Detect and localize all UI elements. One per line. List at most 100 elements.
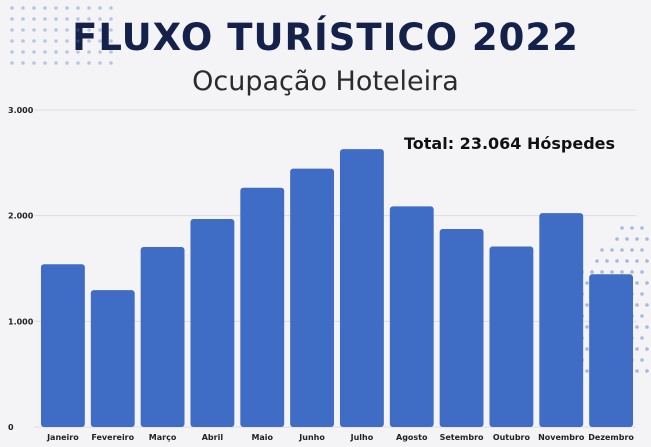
x-tick-label: Maio — [251, 433, 273, 442]
decorative-dot — [32, 28, 36, 32]
decorative-dot — [98, 50, 102, 54]
decorative-dot — [645, 303, 649, 307]
x-tick-label: Janeiro — [46, 433, 79, 442]
decorative-dot — [640, 358, 644, 362]
decorative-dot — [645, 347, 649, 351]
decorative-dot — [10, 61, 14, 65]
bar-agosto — [389, 206, 434, 427]
decorative-dot — [21, 28, 25, 32]
bar-novembro — [539, 213, 584, 427]
decorative-dot — [65, 61, 69, 65]
decorative-dot — [21, 6, 25, 10]
decorative-dot — [32, 61, 36, 65]
bar-junho — [290, 168, 335, 427]
decorative-dot — [32, 50, 36, 54]
bar-fevereiro — [90, 290, 135, 427]
decorative-dot — [585, 303, 589, 307]
decorative-dot — [65, 28, 69, 32]
decorative-dot — [10, 6, 14, 10]
decorative-dot — [635, 347, 639, 351]
x-tick-label: Outubro — [493, 433, 531, 442]
x-tick-label: Julho — [350, 433, 374, 442]
decorative-dot — [43, 39, 47, 43]
decorative-dot — [590, 270, 594, 274]
bar-dezembro — [589, 274, 634, 427]
decorative-dot — [98, 28, 102, 32]
decorative-dot — [43, 50, 47, 54]
decorative-dot — [600, 248, 604, 252]
decorative-dot — [76, 50, 80, 54]
decorative-dot — [645, 369, 649, 373]
decorative-dot — [640, 292, 644, 296]
decorative-dot — [635, 369, 639, 373]
decorative-dot — [615, 237, 619, 241]
x-tick-label: Março — [149, 433, 177, 442]
decorative-dot — [620, 270, 624, 274]
decorative-dot — [640, 270, 644, 274]
decorative-dot — [21, 39, 25, 43]
decorative-dot — [630, 248, 634, 252]
decorative-dot — [640, 314, 644, 318]
decorative-dot — [109, 17, 113, 21]
decorative-dot — [635, 281, 639, 285]
y-tick-label: 1.000 — [8, 317, 34, 326]
decorative-dot — [640, 226, 644, 230]
x-tick-label: Novembro — [538, 433, 585, 442]
x-tick-label: Setembro — [440, 433, 484, 442]
bar-abril — [190, 219, 235, 427]
decorative-dot — [98, 17, 102, 21]
decorative-dot — [76, 6, 80, 10]
decorative-dot — [87, 6, 91, 10]
y-tick-label: 0 — [8, 423, 14, 432]
bar-julho — [339, 149, 384, 427]
x-tick-label: Dezembro — [588, 433, 634, 442]
bars — [40, 149, 634, 427]
bar-janeiro — [40, 264, 85, 427]
decorative-dot — [630, 226, 634, 230]
decorative-dot — [585, 347, 589, 351]
decorative-dot — [65, 50, 69, 54]
decorative-dot — [595, 259, 599, 263]
decorative-dot — [54, 61, 58, 65]
decorative-dot — [87, 28, 91, 32]
x-tick-label: Fevereiro — [91, 433, 134, 442]
decorative-dot — [625, 237, 629, 241]
decorative-dot — [32, 6, 36, 10]
decorative-dot — [630, 270, 634, 274]
decorative-dot — [65, 6, 69, 10]
decorative-dot — [645, 259, 649, 263]
decorative-dot — [54, 6, 58, 10]
decorative-dot — [65, 39, 69, 43]
decorative-dot — [32, 17, 36, 21]
decorative-dot — [645, 281, 649, 285]
decorative-dot — [21, 17, 25, 21]
decorative-dot — [615, 259, 619, 263]
decorative-dot — [87, 39, 91, 43]
decorative-dot — [109, 6, 113, 10]
decorative-dot — [605, 259, 609, 263]
decorative-dot — [43, 61, 47, 65]
decorative-dot — [54, 17, 58, 21]
x-axis-ticks: Janeiro Fevereiro Março Abril Maio Junho Julho… — [46, 433, 634, 442]
decorative-dot — [98, 39, 102, 43]
decorative-dot — [21, 50, 25, 54]
decorative-dot — [10, 50, 14, 54]
decorative-dot — [635, 303, 639, 307]
decorative-dot — [645, 237, 649, 241]
decorative-dot — [620, 248, 624, 252]
y-tick-label: 2.000 — [8, 212, 34, 221]
decorative-dot — [87, 17, 91, 21]
decorative-dot — [109, 61, 113, 65]
decorative-dot — [610, 270, 614, 274]
bar-março — [140, 247, 185, 427]
decorative-dot — [635, 237, 639, 241]
decorative-dot — [87, 50, 91, 54]
decorative-dot — [10, 17, 14, 21]
decorative-dot — [635, 259, 639, 263]
decorative-dot — [65, 17, 69, 21]
chart-subtitle: Ocupação Hoteleira — [192, 66, 459, 97]
x-tick-label: Abril — [202, 433, 224, 442]
x-tick-label: Junho — [298, 433, 325, 442]
